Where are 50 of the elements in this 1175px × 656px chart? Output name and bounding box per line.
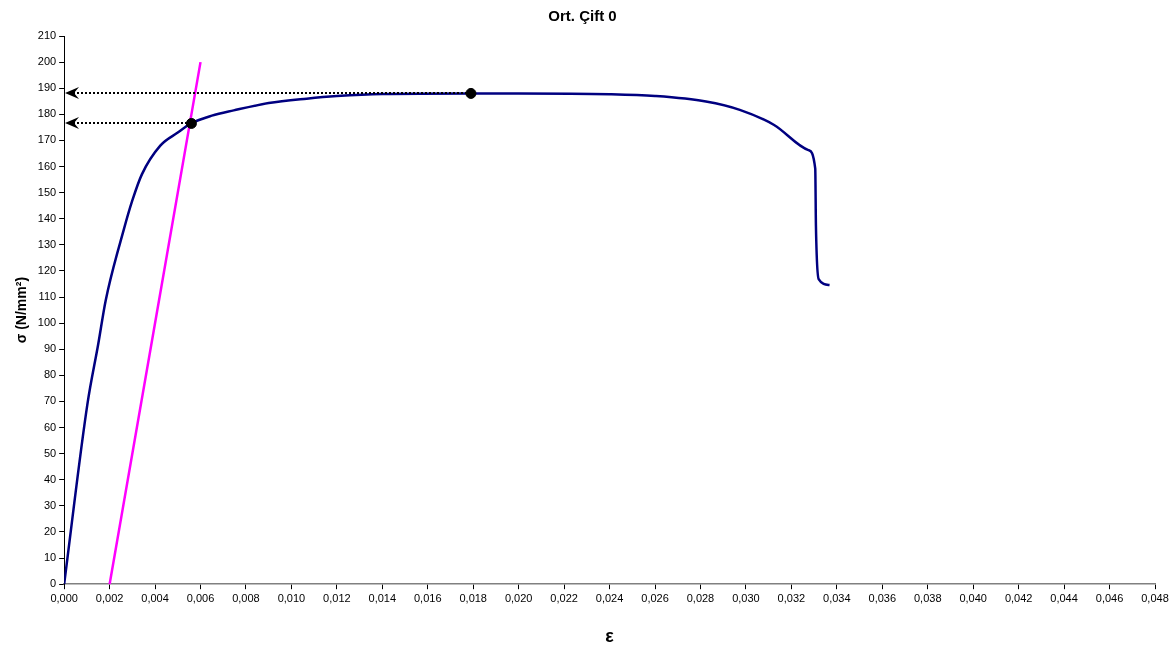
y-tick-label: 0: [50, 577, 57, 590]
y-tick-label: 40: [43, 472, 57, 485]
x-tick-label: 0,002: [95, 591, 124, 604]
x-tick-label: 0,020: [504, 591, 533, 604]
y-tick-label: 150: [37, 185, 57, 198]
x-tick-label: 0,010: [277, 591, 306, 604]
x-tick-label: 0,032: [777, 591, 806, 604]
y-tick-label: 20: [43, 525, 57, 538]
y-tick-label: 180: [37, 107, 57, 120]
x-tick-label: 0,040: [959, 591, 987, 604]
x-axis-title: ε: [605, 626, 615, 647]
chart-title: Ort. Çift 0: [548, 7, 617, 25]
x-tick-label: 0,006: [186, 591, 215, 604]
x-tick-label: 0,030: [732, 591, 760, 604]
x-tick-label: 0,026: [641, 591, 669, 604]
x-tick-label: 0,034: [823, 591, 851, 604]
x-tick-label: 0,014: [368, 591, 397, 604]
y-tick-label: 130: [37, 237, 57, 250]
y-tick-label: 190: [37, 81, 57, 94]
x-tick-label: 0,000: [50, 591, 78, 604]
y-axis-title: σ (N/mm²): [13, 276, 30, 344]
y-tick-label: 60: [43, 420, 57, 433]
y-tick-label: 70: [43, 394, 57, 407]
y-tick-label: 200: [37, 55, 57, 68]
x-tick-label: 0,004: [141, 591, 169, 604]
y-tick-label: 160: [37, 159, 57, 172]
y-tick-label: 10: [43, 551, 57, 564]
x-tick-label: 0,048: [1141, 591, 1169, 604]
y-tick-label: 110: [38, 290, 57, 303]
y-tick-label: 80: [43, 368, 57, 381]
x-tick-label: 0,036: [868, 591, 897, 604]
x-tick-label: 0,046: [1095, 591, 1124, 604]
x-tick-label: 0,044: [1050, 591, 1078, 604]
x-tick-label: 0,008: [232, 591, 260, 604]
x-tick-label: 0,028: [686, 591, 715, 604]
y-tick-label: 90: [43, 342, 57, 355]
y-tick-label: 140: [37, 211, 57, 224]
x-tick-label: 0,042: [1004, 591, 1033, 604]
y-tick-label: 170: [37, 133, 57, 146]
x-tick-label: 0,018: [459, 591, 487, 604]
y-tick-label: 100: [37, 316, 57, 329]
x-tick-label: 0,024: [595, 591, 624, 604]
x-tick-label: 0,016: [414, 591, 442, 604]
y-tick-label: 210: [37, 29, 57, 42]
y-tick-label: 120: [37, 263, 57, 276]
x-tick-label: 0,022: [550, 591, 578, 604]
y-tick-label: 50: [43, 446, 57, 459]
x-tick-label: 0,038: [913, 591, 942, 604]
y-tick-label: 30: [43, 498, 57, 511]
x-tick-label: 0,012: [323, 591, 351, 604]
